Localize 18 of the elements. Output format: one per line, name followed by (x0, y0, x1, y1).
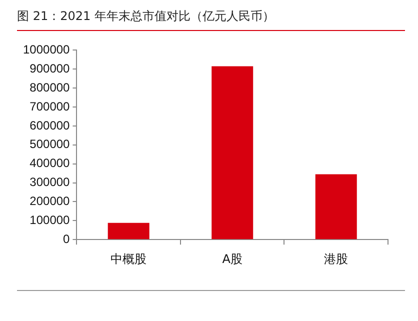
y-tick-label: 500000 (30, 137, 70, 152)
bar (108, 222, 150, 240)
chart-title: 图 21：2021 年年末总市值对比（亿元人民币） (17, 8, 405, 31)
x-tick-label: A股 (222, 252, 242, 266)
y-tick-label: 800000 (30, 80, 70, 94)
y-tick-label: 0 (63, 232, 70, 246)
y-tick-label: 700000 (30, 99, 70, 114)
x-tick-label: 中概股 (110, 252, 147, 266)
x-tick-label: 港股 (324, 252, 348, 266)
y-tick-label: 100000 (30, 212, 70, 227)
y-tick-label: 900000 (30, 61, 70, 76)
y-tick-label: 1000000 (23, 42, 70, 57)
bar (212, 66, 254, 240)
y-tick-label: 600000 (30, 118, 70, 132)
bar (315, 174, 357, 240)
y-tick-label: 300000 (30, 175, 70, 190)
y-tick-label: 200000 (30, 194, 70, 208)
y-tick-label: 400000 (30, 156, 70, 170)
